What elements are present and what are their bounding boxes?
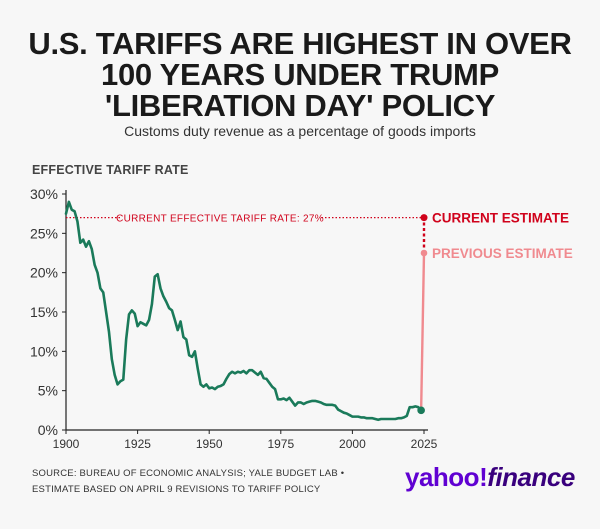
- y-tick-label: 5%: [38, 383, 58, 399]
- x-tick-label: 1900: [53, 437, 80, 451]
- title-line-3: 'LIBERATION DAY' POLICY: [104, 88, 496, 123]
- y-tick-label: 0%: [38, 422, 58, 438]
- title-line-2: 100 YEARS UNDER TRUMP: [101, 57, 499, 92]
- previous-estimate-point: [420, 249, 428, 257]
- x-tick-label: 1950: [196, 437, 223, 451]
- yahoo-finance-logo: yahoo!finance: [405, 462, 575, 492]
- reference-label-bg: [120, 210, 320, 224]
- series-line: [64, 200, 423, 422]
- reference-label: CURRENT EFFECTIVE TARIFF RATE: 27%: [116, 214, 324, 225]
- y-tick-label: 30%: [30, 186, 58, 202]
- x-tick-label: 1975: [267, 437, 294, 451]
- y-tick-label: 25%: [30, 225, 58, 241]
- y-tick-label: 15%: [30, 304, 58, 320]
- last-data-point: [417, 406, 425, 415]
- previous-estimate-line: [419, 252, 426, 411]
- source-line-1: SOURCE: BUREAU OF ECONOMIC ANALYSIS; YAL…: [32, 468, 345, 479]
- y-axis-title: EFFECTIVE TARIFF RATE: [32, 163, 189, 177]
- chart-title: U.S. TARIFFS ARE HIGHEST IN OVER 100 YEA…: [0, 28, 600, 121]
- chart-subtitle: Customs duty revenue as a percentage of …: [124, 123, 476, 139]
- previous-estimate-label: PREVIOUS ESTIMATE: [432, 246, 573, 261]
- source-line-2: ESTIMATE BASED ON APRIL 9 REVISIONS TO T…: [32, 484, 321, 495]
- source-note: SOURCE: BUREAU OF ECONOMIC ANALYSIS; YAL…: [32, 466, 344, 498]
- x-tick-label: 2025: [411, 437, 438, 451]
- y-tick-label: 10%: [30, 343, 58, 359]
- title-line-1: U.S. TARIFFS ARE HIGHEST IN OVER: [28, 26, 572, 61]
- x-tick-label: 2000: [339, 437, 366, 451]
- current-estimate-point: [420, 214, 428, 222]
- x-tick-label: 1925: [124, 437, 151, 451]
- y-tick-label: 20%: [30, 265, 58, 281]
- current-estimate-label: CURRENT ESTIMATE: [432, 211, 569, 226]
